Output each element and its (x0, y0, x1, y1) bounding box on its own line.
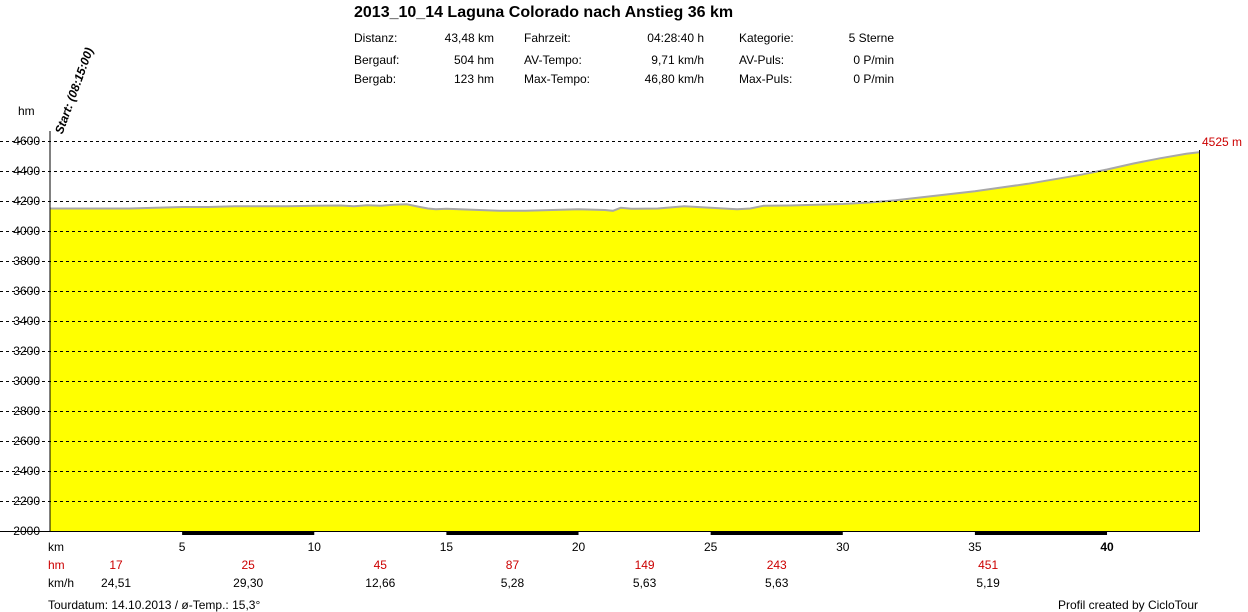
stat-value: 123 hm (453, 72, 494, 86)
stat-label: Bergab: (354, 72, 397, 86)
stat-value: 0 P/min (853, 72, 894, 86)
kmh-segment-value: 5,19 (976, 576, 1000, 590)
kmh-segment-value: 5,63 (765, 576, 789, 590)
kmh-segment-value: 29,30 (233, 576, 264, 590)
x-tick-label: 5 (178, 540, 186, 554)
hm-segment-value: 243 (766, 558, 787, 572)
x-tick-label: 10 (307, 540, 321, 554)
y-tick-label: 2400 (13, 464, 40, 478)
max-elevation-label: 4525 m (1202, 135, 1243, 149)
stat-label: Distanz: (354, 31, 398, 45)
hm-segment-value: 45 (373, 558, 387, 572)
stat-value: 0 P/min (853, 53, 894, 67)
stat-label: Max-Tempo: (524, 72, 591, 86)
hm-segment-value: 149 (634, 558, 655, 572)
x-tick-label: 40 (1100, 540, 1114, 554)
y-tick-label: 3200 (13, 344, 40, 358)
credits: Profil created by CicloTour (1057, 598, 1198, 612)
km-scale-segment (974, 531, 1108, 535)
y-tick-label: 2600 (13, 434, 40, 448)
stat-value: 46,80 km/h (644, 72, 704, 86)
km-scale-segment (710, 531, 843, 535)
kmh-segment-value: 24,51 (101, 576, 132, 590)
y-tick-label: 2200 (13, 494, 40, 508)
x-tick-label: 35 (968, 540, 982, 554)
hm-segment-value: 451 (978, 558, 999, 572)
x-tick-label: 20 (571, 540, 586, 554)
y-tick-label: 4200 (13, 194, 40, 208)
stat-label: Fahrzeit: (524, 31, 571, 45)
chart-title: 2013_10_14 Laguna Colorado nach Anstieg … (354, 4, 734, 21)
stat-value: 9,71 km/h (651, 53, 704, 67)
stat-value: 04:28:40 h (647, 31, 704, 45)
hm-row-label: hm (48, 558, 65, 572)
kmh-segment-value: 5,63 (632, 576, 657, 590)
y-tick-label: 2000 (13, 524, 40, 538)
y-tick-label: 3400 (13, 314, 40, 328)
x-tick-label: 25 (703, 540, 718, 554)
y-axis-unit: hm (18, 104, 35, 118)
y-tick-label: 4000 (13, 224, 40, 238)
kmh-row-label: km/h (48, 576, 75, 590)
km-scale-segment (182, 531, 315, 535)
stat-value: 43,48 km (444, 31, 494, 45)
elevation-area (50, 152, 1199, 532)
kmh-segment-value: 5,28 (500, 576, 525, 590)
km-scale-segment (446, 531, 579, 535)
elevation-line (50, 151, 1200, 212)
stat-label: AV-Puls: (739, 53, 785, 67)
km-row-label: km (48, 540, 64, 554)
stat-label: AV-Tempo: (524, 53, 582, 67)
tour-date: Tourdatum: 14.10.2013 / ø-Temp.: 15,3° (48, 598, 261, 612)
y-tick-label: 4400 (13, 164, 40, 178)
stat-label: Max-Puls: (739, 72, 793, 86)
x-tick-label: 15 (439, 540, 454, 554)
hm-segment-value: 87 (505, 558, 520, 572)
y-tick-label: 3000 (13, 374, 40, 388)
stat-value: 5 Sterne (848, 31, 894, 45)
stat-label: Bergauf: (354, 53, 400, 67)
stat-value: 504 hm (453, 53, 494, 67)
kmh-segment-value: 12,66 (365, 576, 396, 590)
y-tick-label: 3800 (13, 254, 40, 268)
stat-label: Kategorie: (739, 31, 794, 45)
y-tick-label: 4600 (13, 134, 40, 148)
y-tick-label: 3600 (13, 284, 40, 298)
x-tick-label: 30 (836, 540, 850, 554)
hm-segment-value: 17 (109, 558, 123, 572)
y-tick-label: 2800 (13, 404, 40, 418)
hm-segment-value: 25 (241, 558, 255, 572)
